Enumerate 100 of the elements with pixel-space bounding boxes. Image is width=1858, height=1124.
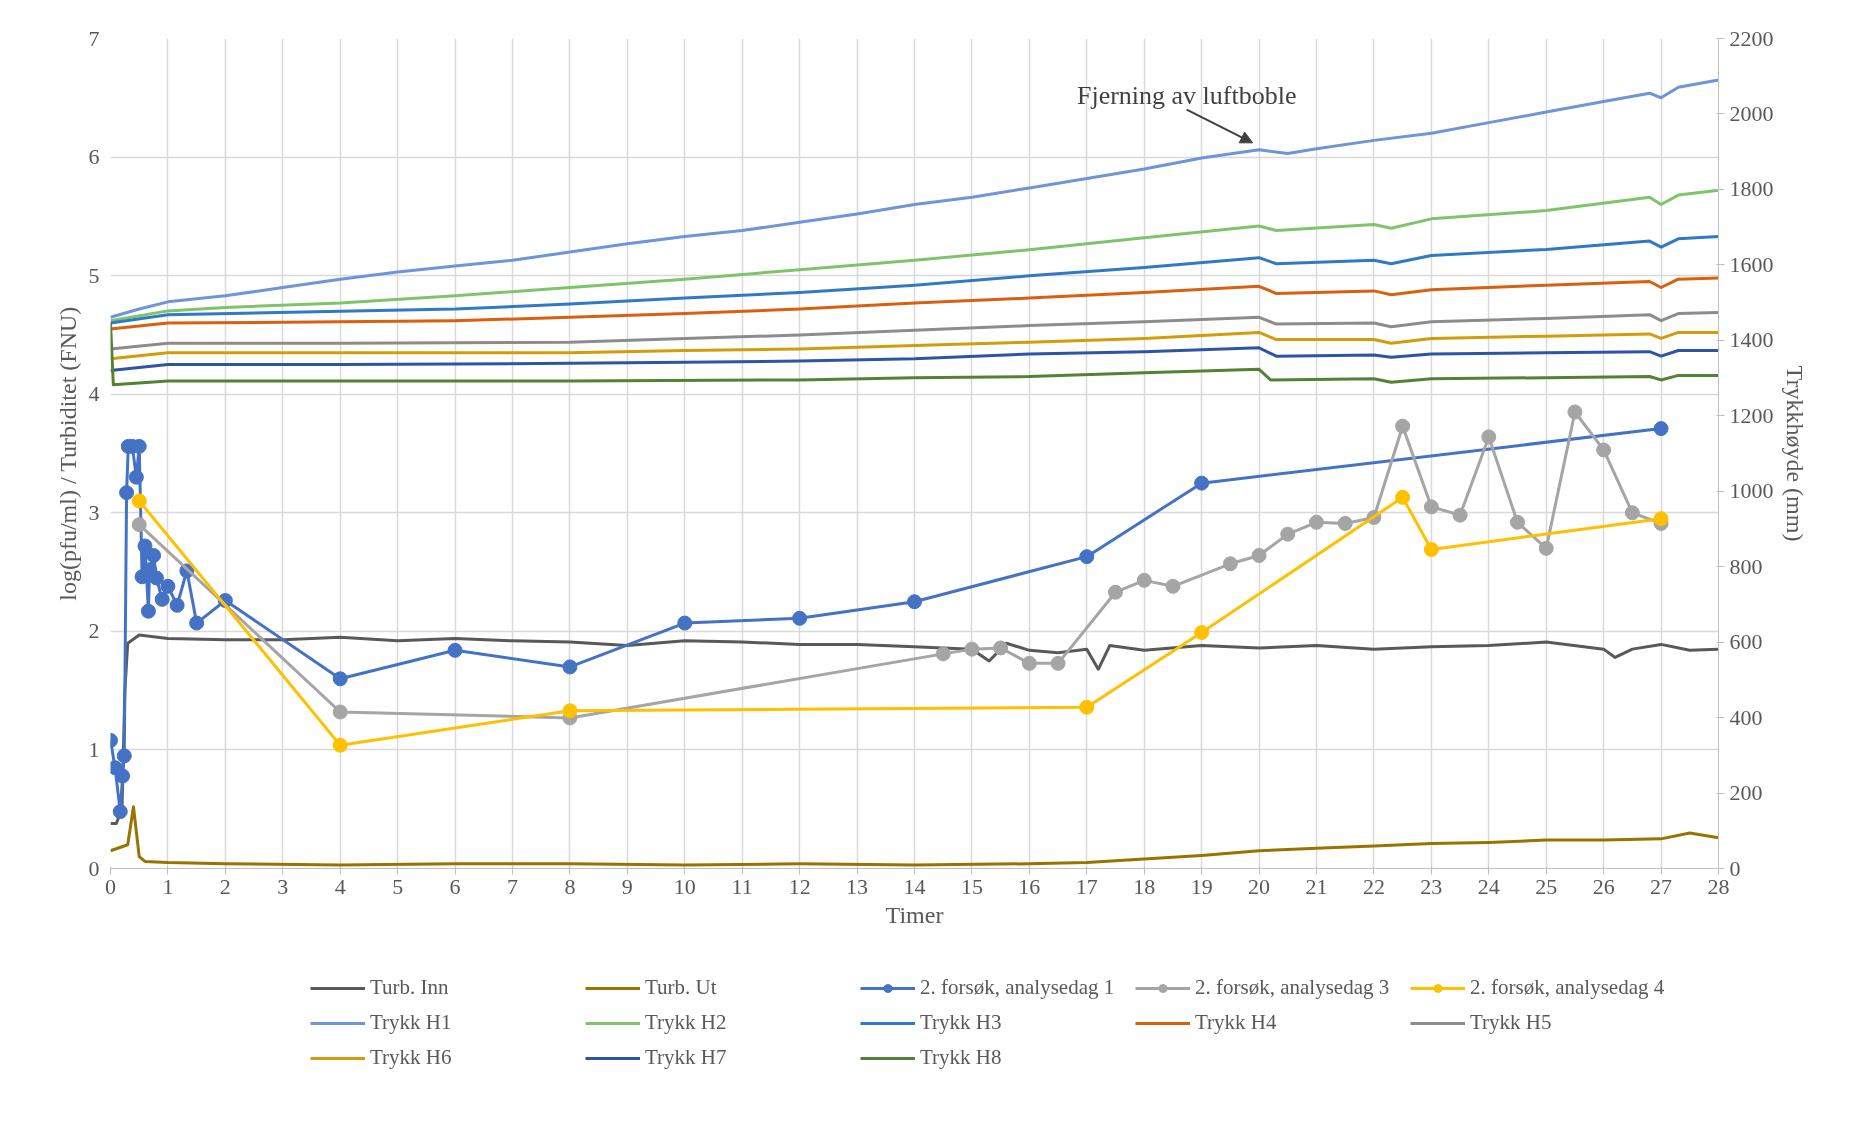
x-tick-label: 1 xyxy=(162,873,174,899)
x-axis-title: Timer xyxy=(885,901,944,928)
x-tick-label: 7 xyxy=(507,873,518,899)
x-tick-label: 3 xyxy=(277,873,289,899)
x-tick-label: 19 xyxy=(1190,873,1213,899)
y2-tick-label: 1600 xyxy=(1729,251,1774,277)
point xyxy=(1194,475,1210,491)
point xyxy=(1481,429,1497,445)
y2-tick-label: 400 xyxy=(1729,704,1763,730)
point xyxy=(1596,442,1612,458)
x-tick-label: 9 xyxy=(621,873,633,899)
point xyxy=(562,659,578,675)
point xyxy=(1079,699,1095,715)
point xyxy=(993,640,1009,656)
point xyxy=(1395,418,1411,434)
legend-label: Trykk H3 xyxy=(920,1010,1003,1035)
y2-tick-label: 0 xyxy=(1729,855,1741,881)
legend-label: 2. forsøk, analysedag 4 xyxy=(1470,975,1666,1000)
annotation: Fjerning av luftboble xyxy=(1076,80,1297,110)
x-tick-label: 23 xyxy=(1420,873,1443,899)
point xyxy=(792,610,808,626)
point xyxy=(1423,542,1439,558)
x-tick-label: 0 xyxy=(105,873,116,899)
x-tick-label: 13 xyxy=(846,873,869,899)
legend-label: Trykk H8 xyxy=(920,1045,1003,1070)
line-series xyxy=(110,321,1719,387)
legend-label: Trykk H1 xyxy=(370,1010,453,1035)
point xyxy=(131,493,147,509)
y2-axis-title: Trykkhøyde (mm) xyxy=(1781,365,1808,542)
point xyxy=(907,594,922,610)
point xyxy=(447,642,463,658)
point xyxy=(1624,505,1640,521)
x-tick-label: 11 xyxy=(731,873,753,899)
x-tick-label: 6 xyxy=(449,873,461,899)
x-tick-label: 27 xyxy=(1650,873,1673,899)
line-series xyxy=(110,235,1719,325)
y-tick-label: 7 xyxy=(88,25,100,51)
point xyxy=(128,469,144,485)
point xyxy=(112,804,128,820)
legend-label: Trykk H2 xyxy=(645,1010,728,1035)
y-tick-label: 1 xyxy=(88,736,100,762)
y-tick-label: 5 xyxy=(88,262,100,288)
line-series xyxy=(110,310,1719,351)
x-tick-label: 8 xyxy=(564,873,576,899)
line-series xyxy=(110,633,1719,825)
point xyxy=(677,615,693,631)
y2-tick-label: 600 xyxy=(1729,629,1763,655)
legend-label: 2. forsøk, analysedag 1 xyxy=(920,975,1116,1000)
x-tick-label: 26 xyxy=(1592,873,1615,899)
point xyxy=(1309,514,1324,530)
y2-tick-label: 1000 xyxy=(1729,478,1774,504)
legend-label: Trykk H7 xyxy=(645,1045,728,1070)
x-tick-label: 17 xyxy=(1075,873,1098,899)
y-tick-label: 3 xyxy=(88,499,100,525)
y2-tick-label: 1800 xyxy=(1729,176,1774,202)
y2-tick-label: 1200 xyxy=(1729,402,1774,428)
x-tick-label: 12 xyxy=(788,873,811,899)
point xyxy=(1653,511,1669,527)
x-tick-label: 16 xyxy=(1018,873,1041,899)
y-tick-label: 0 xyxy=(88,855,100,881)
x-tick-label: 28 xyxy=(1707,873,1730,899)
point xyxy=(964,641,980,657)
x-tick-label: 21 xyxy=(1305,873,1328,899)
point xyxy=(1251,547,1267,563)
point xyxy=(1510,514,1525,530)
point xyxy=(332,737,348,753)
x-tick-label: 20 xyxy=(1248,873,1271,899)
point xyxy=(1538,540,1554,556)
point xyxy=(154,591,170,607)
y-tick-label: 6 xyxy=(88,144,100,170)
point xyxy=(332,671,348,687)
point xyxy=(160,578,176,594)
point xyxy=(1395,489,1411,505)
point xyxy=(562,703,578,719)
y2-tick-label: 1400 xyxy=(1729,327,1774,353)
point xyxy=(189,615,205,631)
point xyxy=(148,570,164,586)
legend-label: 2. forsøk, analysedag 3 xyxy=(1195,975,1391,1000)
point xyxy=(1423,499,1439,515)
point xyxy=(1136,572,1152,588)
y-tick-label: 2 xyxy=(88,618,100,644)
y2-tick-label: 200 xyxy=(1729,780,1763,806)
point xyxy=(1452,507,1468,523)
legend-label: Trykk H6 xyxy=(370,1045,453,1070)
y-tick-label: 4 xyxy=(88,381,100,407)
point xyxy=(140,603,156,619)
point xyxy=(137,538,153,554)
point xyxy=(1653,421,1669,437)
line-series xyxy=(110,276,1719,331)
y-axis-title: log(pfu/ml) / Turbiditet (FNU) xyxy=(54,306,81,601)
legend-label: Turb. Ut xyxy=(645,975,718,1000)
point xyxy=(1280,526,1296,542)
x-tick-label: 10 xyxy=(673,873,696,899)
y2-tick-label: 2200 xyxy=(1729,25,1774,51)
point xyxy=(1050,655,1066,671)
legend-label: Trykk H4 xyxy=(1195,1010,1278,1035)
x-tick-label: 2 xyxy=(219,873,231,899)
x-tick-label: 18 xyxy=(1133,873,1156,899)
x-tick-label: 22 xyxy=(1362,873,1385,899)
point xyxy=(1567,404,1583,420)
